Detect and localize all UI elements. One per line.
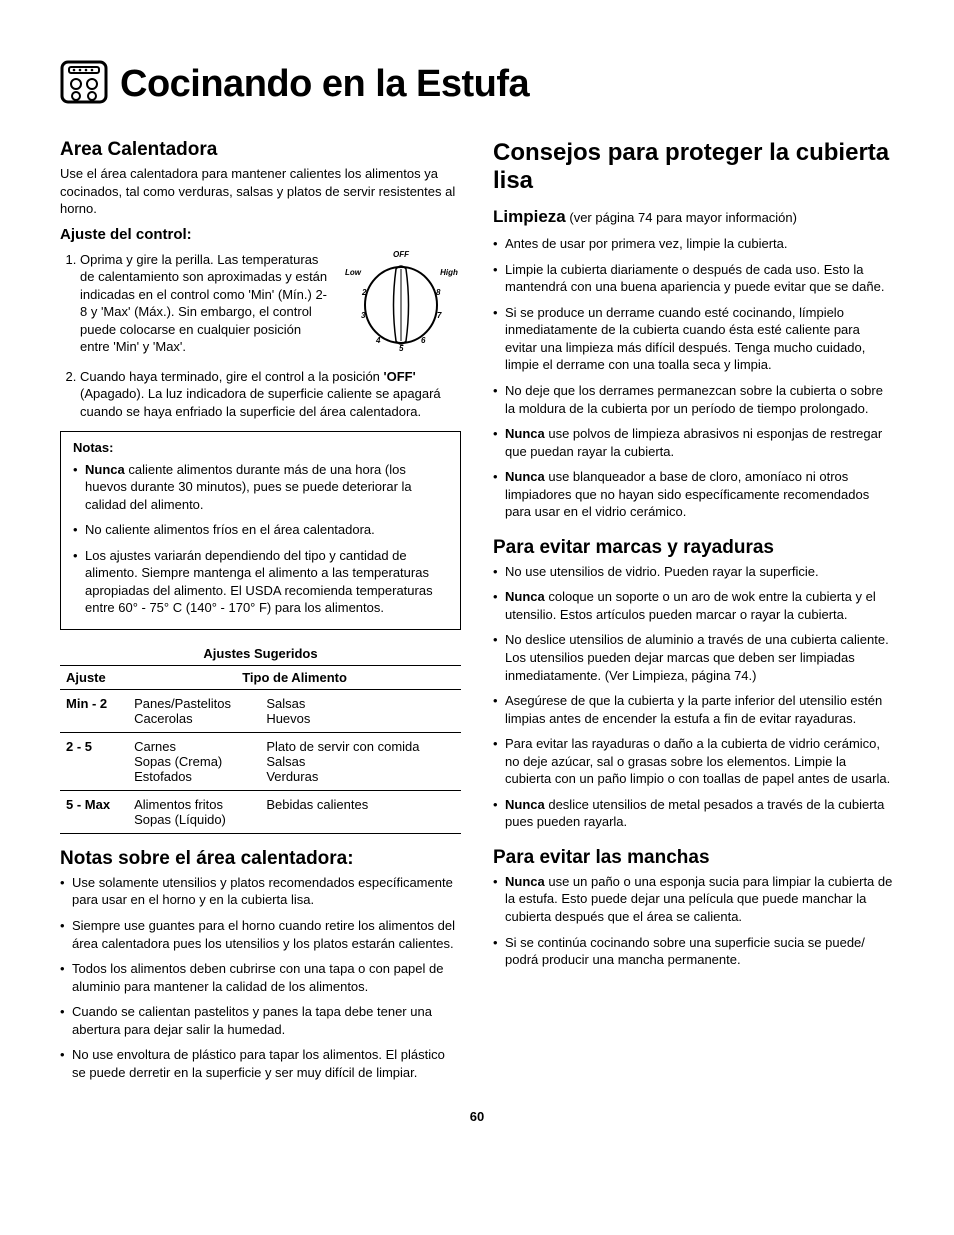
table-cell: Carnes Sopas (Crema) Estofados [128,732,260,790]
tips-title: Consejos para proteger la cubierta lisa [493,139,894,194]
step-1: Oprima y gire la perilla. Las temperatur… [80,251,331,356]
table-cell: Alimentos fritos Sopas (Líquido) [128,790,260,833]
stove-icon [60,60,108,109]
table-cell: Salsas Huevos [260,689,461,732]
table-cell: Bebidas calientes [260,790,461,833]
list-item: Limpie la cubierta diariamente o después… [493,261,894,296]
left-column: Area Calentadora Use el área calentadora… [60,139,461,1089]
list-item: Asegúrese de que la cubierta y la parte … [493,692,894,727]
list-item: Si se produce un derrame cuando esté coc… [493,304,894,374]
note-item: Los ajustes variarán dependiendo del tip… [73,547,448,617]
note-item: Nunca caliente alimentos durante más de … [73,461,448,514]
area-intro: Use el área calentadora para mantener ca… [60,165,461,218]
svg-text:5: 5 [399,344,404,353]
table-header: Tipo de Alimento [128,665,461,689]
control-dial-icon: OFF Low High 2 3 4 5 6 7 8 [341,247,461,362]
page-number: 60 [60,1109,894,1124]
list-item: Siempre use guantes para el horno cuando… [60,917,461,952]
svg-text:6: 6 [421,336,426,345]
svg-text:4: 4 [375,336,381,345]
svg-text:High: High [440,268,458,277]
step-2: Cuando haya terminado, gire el control a… [80,368,461,421]
table-cell: 5 - Max [60,790,128,833]
cleaning-header: Limpieza (ver página 74 para mayor infor… [493,206,894,229]
list-item: Nunca use blanqueador a base de cloro, a… [493,468,894,521]
settings-table: Ajuste Tipo de Alimento Min - 2Panes/Pas… [60,665,461,834]
warmnotes-title: Notas sobre el área calentadora: [60,848,461,870]
table-caption: Ajustes Sugeridos [60,646,461,661]
notes-box: Notas: Nunca caliente alimentos durante … [60,431,461,630]
list-item: No deslice utensilios de aluminio a trav… [493,631,894,684]
list-item: Para evitar las rayaduras o daño a la cu… [493,735,894,788]
note-item: No caliente alimentos fríos en el área c… [73,521,448,539]
table-cell: Plato de servir con comida Salsas Verdur… [260,732,461,790]
list-item: Si se continúa cocinando sobre una super… [493,934,894,969]
svg-text:OFF: OFF [393,250,410,259]
stains-title: Para evitar las manchas [493,847,894,869]
list-item: Nunca use polvos de limpieza abrasivos n… [493,425,894,460]
list-item: Todos los alimentos deben cubrirse con u… [60,960,461,995]
area-heating-title: Area Calentadora [60,139,461,161]
table-cell: 2 - 5 [60,732,128,790]
list-item: No deje que los derrames permanezcan sob… [493,382,894,417]
list-item: Antes de usar por primera vez, limpie la… [493,235,894,253]
list-item: Use solamente utensilios y platos recome… [60,874,461,909]
right-column: Consejos para proteger la cubierta lisa … [493,139,894,1089]
list-item: Nunca coloque un soporte o un aro de wok… [493,588,894,623]
list-item: Cuando se calientan pastelitos y panes l… [60,1003,461,1038]
svg-text:Low: Low [345,268,362,277]
svg-text:3: 3 [361,311,366,320]
svg-text:2: 2 [361,288,367,297]
notes-header: Notas: [73,440,448,455]
page-title: Cocinando en la Estufa [120,63,529,106]
list-item: Nunca use un paño o una esponja sucia pa… [493,873,894,926]
svg-text:8: 8 [436,288,441,297]
marks-title: Para evitar marcas y rayaduras [493,537,894,559]
table-cell: Min - 2 [60,689,128,732]
page-header: Cocinando en la Estufa [60,60,894,109]
table-header: Ajuste [60,665,128,689]
list-item: No use envoltura de plástico para tapar … [60,1046,461,1081]
svg-text:7: 7 [437,311,442,320]
list-item: Nunca deslice utensilios de metal pesado… [493,796,894,831]
list-item: No use utensilios de vidrio. Pueden raya… [493,563,894,581]
table-cell: Panes/Pastelitos Cacerolas [128,689,260,732]
adjust-title: Ajuste del control: [60,226,461,243]
